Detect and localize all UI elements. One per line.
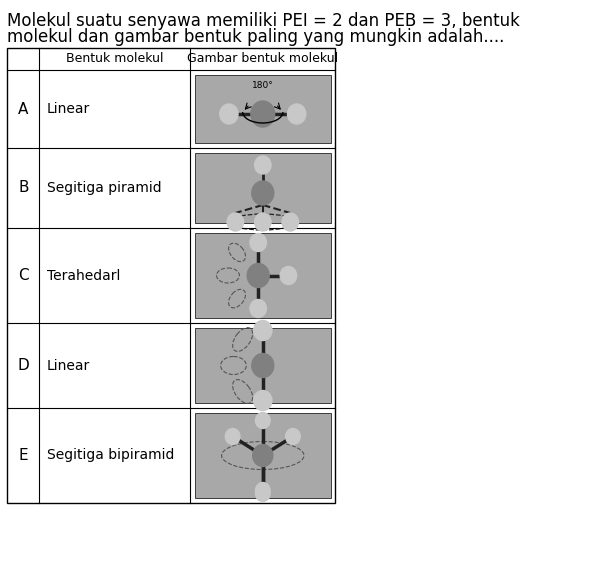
Text: D: D [18,358,29,373]
Circle shape [288,104,306,124]
Circle shape [286,429,300,444]
Circle shape [251,101,275,127]
Circle shape [250,234,266,251]
Circle shape [255,483,270,498]
Text: Gambar bentuk molekul: Gambar bentuk molekul [187,52,338,65]
Circle shape [254,156,271,174]
Text: Bentuk molekul: Bentuk molekul [66,52,164,65]
Bar [195,75,330,143]
Text: Terahedarl: Terahedarl [47,269,120,283]
Text: Segitiga piramid: Segitiga piramid [47,181,161,195]
Circle shape [227,213,243,231]
Bar [195,153,330,223]
Circle shape [247,264,269,287]
Circle shape [252,353,274,378]
Text: Segitiga bipiramid: Segitiga bipiramid [47,448,174,462]
Circle shape [282,213,298,231]
Circle shape [255,413,270,429]
Text: 180°: 180° [252,81,274,90]
Text: molekul dan gambar bentuk paling yang mungkin adalah....: molekul dan gambar bentuk paling yang mu… [7,28,505,46]
Text: A: A [18,101,28,117]
Bar [195,413,330,498]
Circle shape [254,213,271,231]
Bar [195,233,330,318]
Circle shape [250,300,266,318]
Text: Molekul suatu senyawa memiliki PEI = 2 dan PEB = 3, bentuk: Molekul suatu senyawa memiliki PEI = 2 d… [7,12,520,30]
Text: C: C [18,268,28,283]
Text: Linear: Linear [47,102,90,116]
Text: Linear: Linear [47,359,90,373]
Text: B: B [18,181,28,195]
Text: E: E [19,448,28,463]
Circle shape [255,486,270,501]
Circle shape [254,321,272,340]
Circle shape [252,444,273,466]
Bar [195,328,330,403]
Circle shape [220,104,238,124]
Circle shape [225,429,240,444]
Circle shape [254,391,272,410]
Circle shape [280,266,297,285]
Circle shape [252,181,274,205]
Bar [7,48,335,503]
